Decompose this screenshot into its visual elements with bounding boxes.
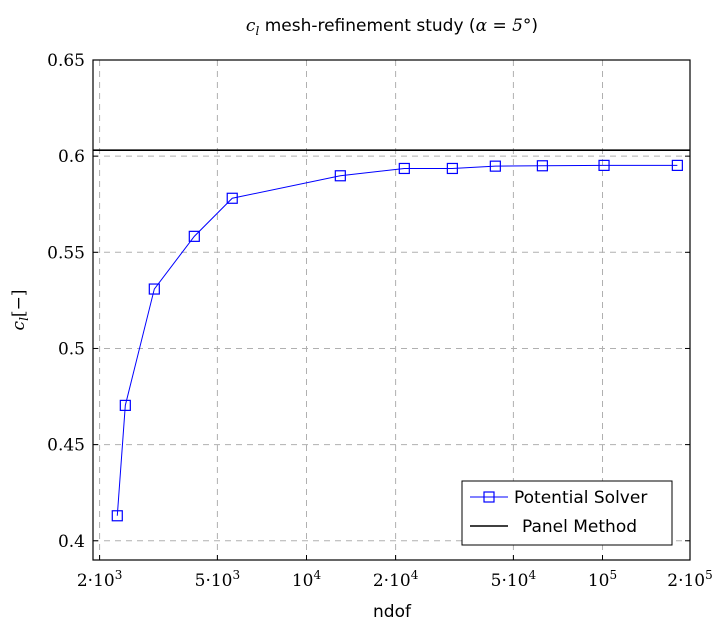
y-tick-label: 0.6 — [58, 147, 85, 167]
x-tick-label: 5·104 — [491, 568, 537, 591]
potential-solver-point — [188, 230, 200, 242]
potential-solver-point — [598, 159, 610, 171]
x-tick-label: 2·104 — [373, 568, 419, 591]
potential-solver-point — [119, 399, 131, 411]
y-tick-label: 0.45 — [47, 436, 85, 456]
potential-solver-point — [446, 162, 458, 175]
potential-solver-point — [111, 510, 123, 522]
potential-solver-point — [226, 192, 238, 204]
potential-solver-point — [334, 170, 346, 182]
y-tick-label: 0.55 — [47, 243, 85, 263]
chart-title: cl mesh-refinement study (α = 5°) — [246, 16, 538, 38]
legend-label-potential: Potential Solver — [514, 488, 647, 508]
legend-box — [461, 480, 673, 546]
potential-solver-point — [398, 162, 410, 175]
y-tick-label: 0.5 — [58, 339, 85, 359]
potential-solver-point — [148, 283, 160, 295]
x-tick-label: 2·103 — [77, 568, 123, 591]
x-tick-label: 2·105 — [667, 568, 713, 591]
potential-solver-line — [116, 164, 678, 516]
x-axis-label: ndof — [373, 602, 412, 622]
legend-label-panel: Panel Method — [522, 517, 637, 537]
x-tick-label: 5·103 — [195, 568, 241, 591]
y-tick-label: 0.4 — [58, 532, 85, 552]
potential-solver-point — [536, 160, 548, 172]
legend: Potential Solver Panel Method — [461, 480, 673, 546]
y-axis-label: cl[−] — [9, 290, 31, 331]
plot-frame — [92, 59, 691, 561]
legend-marker-potential — [483, 491, 495, 503]
x-tick-label: 105 — [588, 568, 617, 591]
ticks: 2·103 5·103 104 2·104 5·104 105 2·105 0.4 0.45 0.… — [47, 51, 713, 591]
x-tick-label: 104 — [292, 568, 322, 591]
y-tick-label: 0.65 — [47, 51, 85, 71]
potential-solver-point — [489, 160, 501, 172]
potential-solver-point — [671, 159, 683, 171]
series — [93, 149, 690, 522]
